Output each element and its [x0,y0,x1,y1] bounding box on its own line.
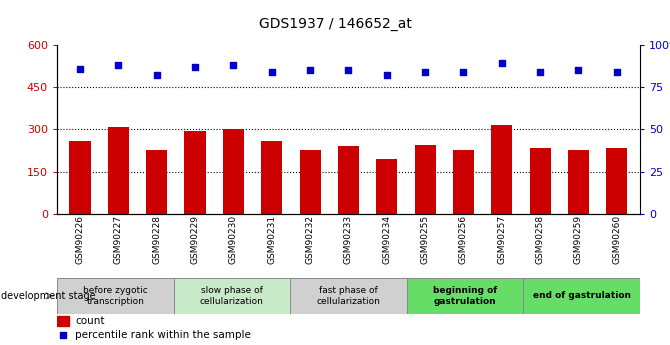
Text: slow phase of
cellularization: slow phase of cellularization [200,286,264,306]
Text: GDS1937 / 146652_at: GDS1937 / 146652_at [259,17,411,31]
Point [573,67,584,73]
Bar [261,141,282,214]
Bar [299,150,321,214]
Bar [57,316,68,326]
Point [535,69,545,75]
Text: beginning of
gastrulation: beginning of gastrulation [433,286,497,306]
Text: percentile rank within the sample: percentile rank within the sample [75,331,251,341]
Point [228,62,239,68]
Text: count: count [75,316,105,326]
Point [57,333,68,338]
Point [74,66,85,71]
Bar [606,148,627,214]
Bar [523,278,640,314]
Bar [108,127,129,214]
Point [343,67,354,73]
Bar [453,150,474,214]
Text: fast phase of
cellularization: fast phase of cellularization [316,286,381,306]
Point [612,69,622,75]
Text: development stage: development stage [1,291,95,301]
Text: before zygotic
transcription: before zygotic transcription [83,286,147,306]
Bar [529,148,551,214]
Point [305,67,316,73]
Point [190,64,200,70]
Bar [290,278,407,314]
Bar [376,159,397,214]
Point [458,69,469,75]
Bar [184,131,206,214]
Bar [174,278,290,314]
Bar [568,150,589,214]
Point [113,62,124,68]
Point [151,72,162,78]
Bar [223,129,244,214]
Bar [338,146,359,214]
Bar [57,278,174,314]
Text: end of gastrulation: end of gastrulation [533,291,630,300]
Bar [407,278,523,314]
Bar [491,125,513,214]
Point [496,61,507,66]
Bar [146,150,168,214]
Bar [415,145,436,214]
Bar [70,141,90,214]
Point [267,69,277,75]
Point [419,69,430,75]
Point [381,72,392,78]
